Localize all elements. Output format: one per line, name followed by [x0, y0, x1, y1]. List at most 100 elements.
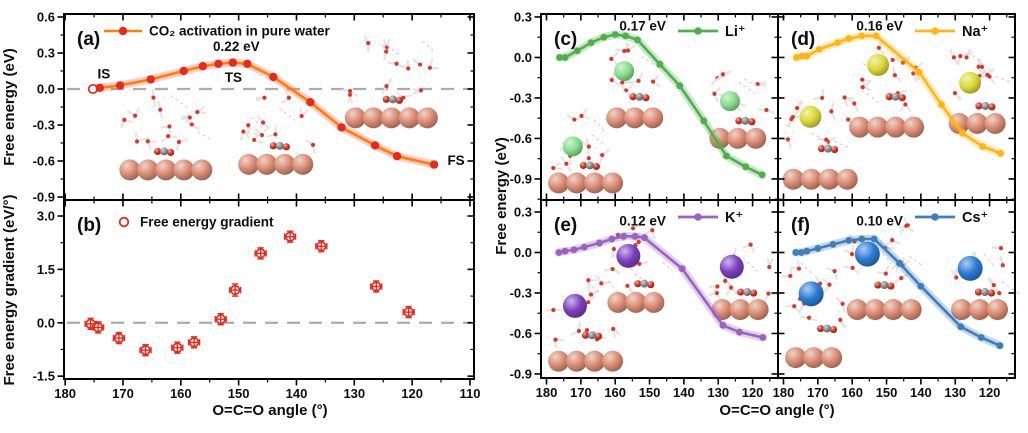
- data-point: [587, 39, 595, 47]
- x-axis-title-right: O=C=O angle (°): [719, 402, 834, 419]
- data-point: [977, 334, 985, 341]
- x-tick-label: 150: [876, 385, 898, 400]
- data-point: [371, 281, 382, 292]
- x-tick-label: 170: [112, 386, 134, 401]
- data-point: [392, 152, 402, 161]
- series-markers: [84, 230, 415, 357]
- cation-sphere: [798, 281, 824, 307]
- series-markers: [555, 232, 767, 341]
- data-point: [243, 59, 252, 68]
- data-point: [230, 284, 241, 296]
- data-point: [640, 234, 648, 242]
- molecular-structure-inset: [846, 39, 925, 138]
- molecular-structure-inset: [778, 88, 858, 190]
- cation-sphere: [720, 91, 741, 112]
- molecular-structure-inset: [709, 70, 776, 149]
- panel-e: 180 170 160 150 140 130 120 0.3 0.0 -0.3 -0.6 -0.9 (…: [510, 199, 779, 400]
- x-tick-label: 120: [742, 385, 764, 400]
- data-point: [611, 31, 619, 38]
- data-point: [798, 52, 806, 60]
- data-point: [957, 323, 965, 331]
- data-point: [797, 249, 805, 256]
- data-point: [179, 66, 188, 76]
- cation-sphere: [562, 293, 587, 318]
- data-point: [845, 35, 853, 42]
- panel-a: 0.6 0.3 0.0 -0.3 -0.6 -0.9 (a) CO₂ activation i…: [33, 10, 475, 205]
- data-point: [829, 240, 837, 248]
- panel-b: 180 170 160 150 140 130 120 110 3.0 1.5 0.0 -1.5 (b)…: [33, 199, 480, 401]
- legend-b: Free energy gradient: [118, 215, 274, 230]
- data-point: [228, 58, 238, 67]
- molecular-structure-inset: [548, 108, 624, 194]
- x-tick-label: 140: [910, 385, 932, 400]
- x-tick-label: 150: [639, 385, 661, 400]
- x-tick-label: 140: [673, 385, 695, 400]
- y-axis-title-panel-b: Free energy gradient (eV/°): [1, 194, 18, 385]
- data-point: [269, 72, 278, 82]
- legend-e: K⁺: [678, 210, 743, 226]
- data-point: [815, 45, 823, 53]
- data-point: [306, 98, 315, 107]
- data-point: [634, 36, 641, 44]
- molecular-structure-inset: [843, 217, 925, 321]
- data-point: [600, 33, 608, 41]
- data-point: [759, 334, 767, 341]
- data-point: [917, 282, 925, 290]
- x-tick-label: 170: [570, 385, 592, 400]
- cation-sphere: [562, 136, 583, 157]
- y-tick-label: -0.9: [510, 171, 532, 186]
- legend-label: Free energy gradient: [140, 215, 274, 230]
- data-point: [656, 60, 664, 68]
- molecular-structure-inset: [708, 242, 778, 321]
- data-point: [792, 249, 800, 256]
- legend-d: Na⁺: [915, 24, 988, 40]
- data-point: [620, 232, 628, 240]
- x-tick-label: 150: [228, 386, 250, 401]
- y-tick-label: 0.3: [514, 205, 532, 220]
- y-tick-label: 0.0: [514, 245, 532, 260]
- molecular-structure-inset: [119, 88, 213, 181]
- data-point: [570, 246, 578, 254]
- annotation-0-16-ev: 0.16 eV: [856, 18, 903, 33]
- data-point: [172, 342, 183, 353]
- data-point: [870, 235, 878, 243]
- data-point: [370, 141, 380, 150]
- data-point: [337, 123, 346, 132]
- molecular-structure-inset: [341, 34, 440, 129]
- x-tick-label: 120: [979, 385, 1001, 400]
- panel-label-f: (f): [791, 215, 810, 236]
- data-point: [255, 248, 266, 259]
- data-point: [959, 129, 966, 137]
- x-tick-label: 180: [54, 386, 76, 401]
- annotation-0-17-ev: 0.17 eV: [619, 18, 666, 33]
- data-point: [595, 239, 603, 247]
- y-tick-label: 0.3: [37, 46, 55, 61]
- data-point: [915, 68, 923, 76]
- series-markers: [556, 31, 766, 179]
- legend-label: Cs⁺: [962, 210, 988, 226]
- annotation-ts: TS: [225, 70, 242, 85]
- data-point: [896, 259, 903, 267]
- data-point: [580, 243, 588, 251]
- legend-label: K⁺: [725, 210, 743, 226]
- data-point: [113, 332, 125, 344]
- panel-d: (d) Na⁺ 0.16 eV: [777, 13, 1016, 201]
- data-point: [845, 236, 853, 244]
- y-tick-label: -0.9: [33, 190, 55, 205]
- x-tick-label: 130: [944, 385, 966, 400]
- data-point: [555, 249, 563, 256]
- y-tick-label: 3.0: [37, 209, 55, 224]
- data-point: [92, 322, 104, 333]
- data-point: [429, 160, 439, 169]
- data-point: [140, 345, 151, 356]
- x-tick-label: 180: [536, 385, 558, 400]
- data-point: [742, 163, 750, 171]
- annotation-0-12-ev: 0.12 eV: [619, 213, 666, 228]
- molecular-structure-inset: [606, 41, 664, 129]
- data-point: [858, 32, 866, 40]
- data-point: [574, 47, 581, 55]
- x-tick-label: 160: [841, 385, 863, 400]
- panel-label-a: (a): [77, 29, 100, 50]
- series-markers: [87, 58, 439, 169]
- x-tick-label: 140: [286, 386, 308, 401]
